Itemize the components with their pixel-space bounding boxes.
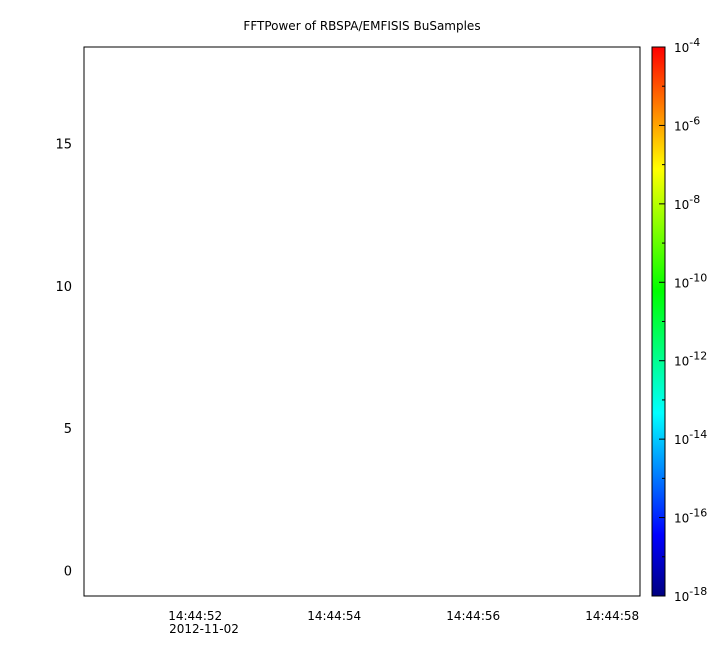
- x-tick-label: 14:44:54: [307, 609, 361, 623]
- colorbar-tick-label: 10-16: [674, 507, 707, 526]
- x-date-label: 2012-11-02: [169, 622, 239, 636]
- colorbar-tick-label: 10-14: [674, 428, 707, 447]
- colorbar-tick-label: 10-4: [674, 36, 700, 55]
- colorbar-tick-label: 10-8: [674, 193, 700, 212]
- chart-title: FFTPower of RBSPA/EMFISIS BuSamples: [243, 19, 480, 33]
- y-tick-label: 10: [55, 280, 72, 295]
- x-tick-label: 14:44:58: [585, 609, 639, 623]
- x-tick-label: 14:44:56: [446, 609, 500, 623]
- x-axis: 14:44:52 14:44:54 14:44:56 14:44:58: [125, 47, 639, 623]
- y-tick-label: 15: [55, 138, 72, 153]
- colorbar: 10-4 10-6 10-8 10-10 10-12 10-14 10-16 10-18: [651, 36, 707, 604]
- colorbar-tick-label: 10-12: [674, 350, 707, 369]
- colorbar-tick-label: 10-18: [674, 585, 707, 604]
- y-tick-label: 5: [64, 422, 72, 437]
- colorbar-tick-label: 10-6: [674, 114, 700, 133]
- colorbar-tick-label: 10-10: [674, 271, 707, 290]
- y-tick-label: 0: [64, 564, 72, 579]
- plot-area: [83, 46, 641, 597]
- x-tick-label: 14:44:52: [168, 609, 222, 623]
